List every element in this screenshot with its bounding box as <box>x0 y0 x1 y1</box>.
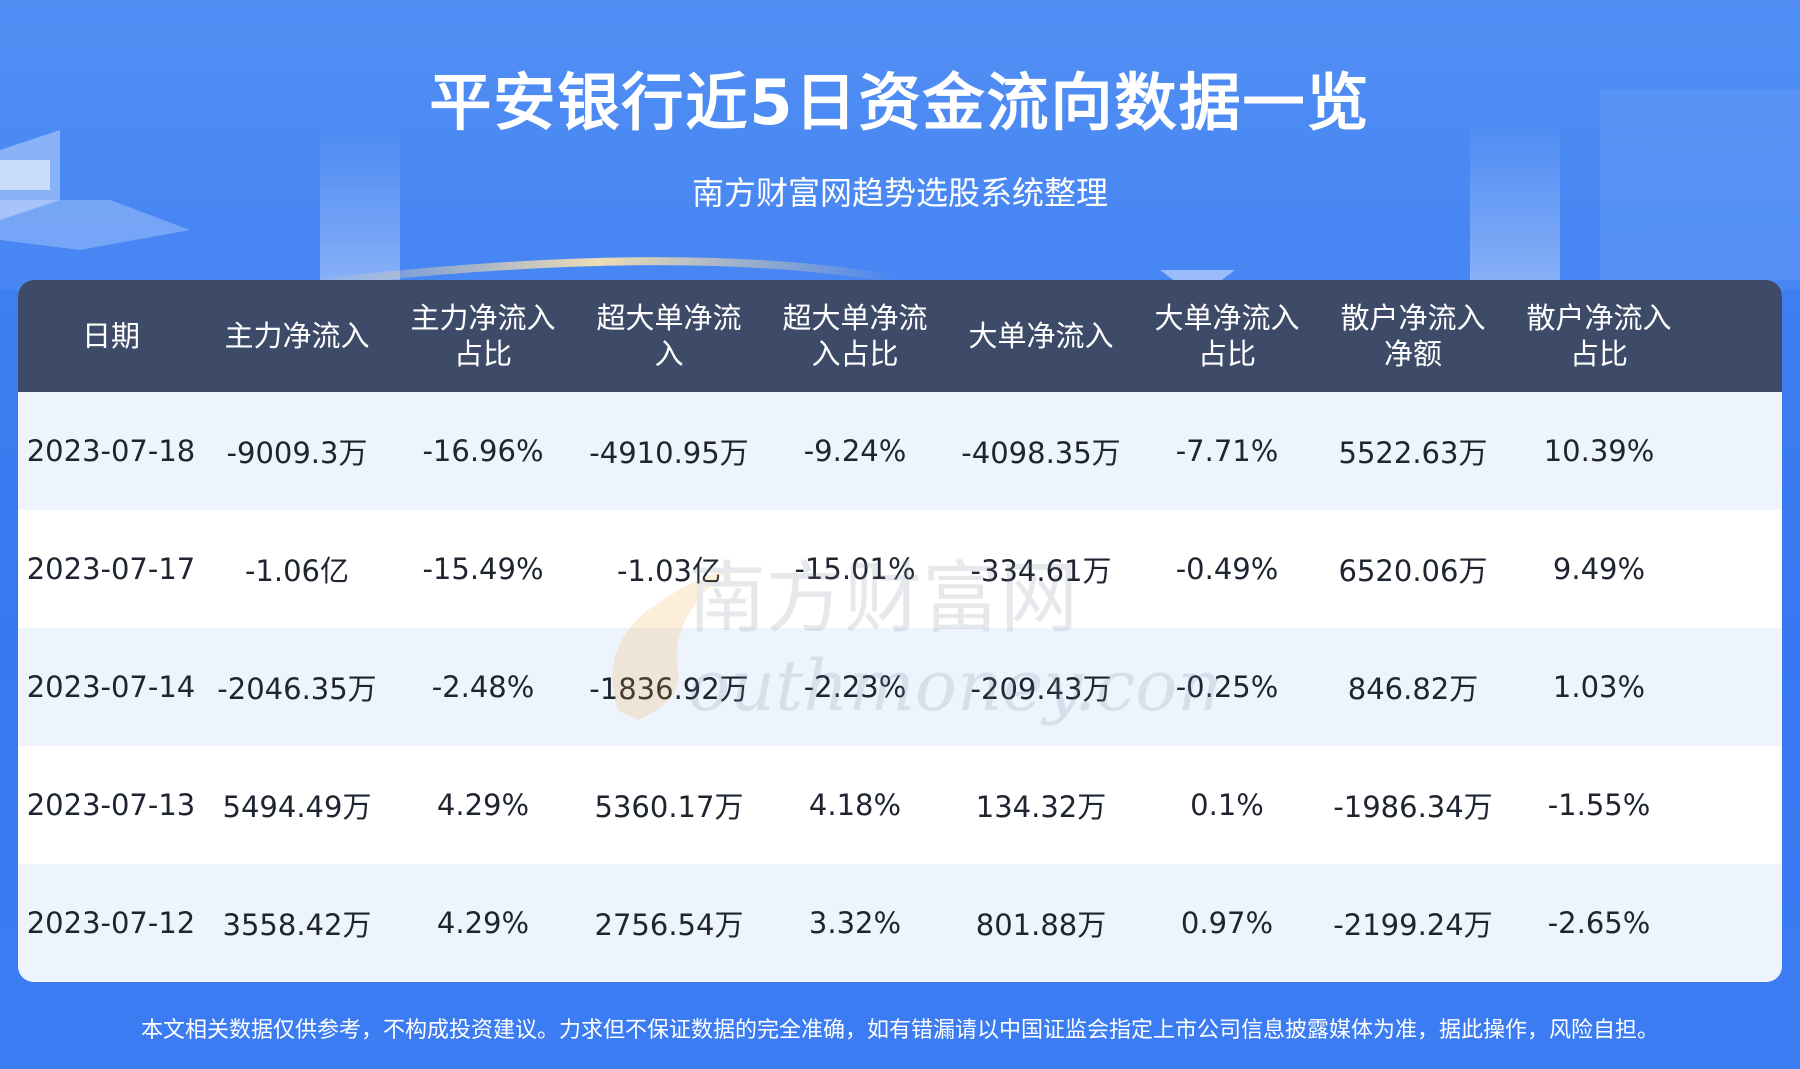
page-subtitle: 南方财富网趋势选股系统整理 <box>691 174 1108 212</box>
column-header-main-net-inflow-ratio: 主力净流入 占比 <box>410 301 556 371</box>
cell-main-net-inflow: -9009.3万 <box>226 436 368 470</box>
cell-date: 2023-07-12 <box>26 906 196 940</box>
cell-main-net-inflow-ratio: 4.29% <box>436 906 530 940</box>
cell-large-net-inflow-ratio: -7.71% <box>1175 434 1279 468</box>
cell-main-net-inflow-ratio: -2.48% <box>431 670 535 704</box>
cell-retail-net-inflow-amount: 846.82万 <box>1347 672 1479 706</box>
cell-super-large-net-inflow: -4910.95万 <box>589 436 749 470</box>
cell-super-large-net-inflow-ratio: 4.18% <box>808 788 902 822</box>
cell-large-net-inflow: -334.61万 <box>970 554 1112 588</box>
cell-large-net-inflow-ratio: -0.25% <box>1175 670 1279 704</box>
cell-main-net-inflow: 5494.49万 <box>222 790 372 824</box>
column-header-retail-net-inflow-amount: 散户净流入 净额 <box>1340 301 1486 371</box>
cell-super-large-net-inflow: 5360.17万 <box>594 790 744 824</box>
page-title: 平安银行近5日资金流向数据一览 <box>429 66 1371 139</box>
column-header-super-large-net-inflow: 超大单净流入 <box>596 301 742 371</box>
table-row: 2023-07-17 -1.06亿 -15.49% -1.03亿 -15.01% -334… <box>18 510 1782 628</box>
cell-retail-net-inflow-ratio: 9.49% <box>1552 552 1646 586</box>
table-row: 2023-07-13 5494.49万 4.29% 5360.17万 4.18% 134.… <box>18 746 1782 864</box>
table-header: 日期 主力净流入 主力净流入 占比 超大单净流入 超大单净流 入占比 大单净流入 大… <box>18 280 1782 392</box>
column-header-super-large-net-inflow-ratio: 超大单净流 入占比 <box>782 301 928 371</box>
cell-retail-net-inflow-ratio: -1.55% <box>1547 788 1651 822</box>
cell-retail-net-inflow-ratio: 10.39% <box>1543 434 1655 468</box>
cell-large-net-inflow: -4098.35万 <box>961 436 1121 470</box>
cell-main-net-inflow: -2046.35万 <box>217 672 377 706</box>
cell-retail-net-inflow-amount: 5522.63万 <box>1338 436 1488 470</box>
cell-date: 2023-07-18 <box>26 434 196 468</box>
table-row: 2023-07-14 -2046.35万 -2.48% -1836.92万 -2.23%… <box>18 628 1782 746</box>
cell-main-net-inflow-ratio: 4.29% <box>436 788 530 822</box>
disclaimer: 本文相关数据仅供参考，不构成投资建议。力求但不保证数据的完全准确，如有错漏请以中… <box>140 1018 1659 1043</box>
cell-super-large-net-inflow: 2756.54万 <box>594 908 744 942</box>
cell-retail-net-inflow-amount: -1986.34万 <box>1333 790 1493 824</box>
cell-main-net-inflow-ratio: -15.49% <box>422 552 544 586</box>
column-header-main-net-inflow: 主力净流入 <box>224 319 370 353</box>
cell-super-large-net-inflow: -1836.92万 <box>589 672 749 706</box>
cell-large-net-inflow: 801.88万 <box>975 908 1107 942</box>
cell-main-net-inflow-ratio: -16.96% <box>422 434 544 468</box>
cell-large-net-inflow-ratio: 0.97% <box>1180 906 1274 940</box>
cell-super-large-net-inflow-ratio: -2.23% <box>803 670 907 704</box>
cell-super-large-net-inflow: -1.03亿 <box>616 554 722 588</box>
cell-date: 2023-07-13 <box>26 788 196 822</box>
column-header-large-net-inflow-ratio: 大单净流入 占比 <box>1154 301 1300 371</box>
cell-super-large-net-inflow-ratio: -15.01% <box>794 552 916 586</box>
column-header-date: 日期 <box>81 319 140 353</box>
column-header-large-net-inflow: 大单净流入 <box>968 319 1114 353</box>
cell-large-net-inflow: 134.32万 <box>975 790 1107 824</box>
fund-flow-table: 日期 主力净流入 主力净流入 占比 超大单净流入 超大单净流 入占比 大单净流入 大… <box>18 280 1782 982</box>
cell-date: 2023-07-17 <box>26 552 196 586</box>
cell-super-large-net-inflow-ratio: -9.24% <box>803 434 907 468</box>
cell-date: 2023-07-14 <box>26 670 196 704</box>
cell-large-net-inflow-ratio: -0.49% <box>1175 552 1279 586</box>
background-decoration <box>0 0 1800 290</box>
cell-retail-net-inflow-amount: -2199.24万 <box>1333 908 1493 942</box>
cell-retail-net-inflow-amount: 6520.06万 <box>1338 554 1488 588</box>
cell-main-net-inflow: 3558.42万 <box>222 908 372 942</box>
cell-main-net-inflow: -1.06亿 <box>244 554 350 588</box>
cell-retail-net-inflow-ratio: -2.65% <box>1547 906 1651 940</box>
table-row: 2023-07-12 3558.42万 4.29% 2756.54万 3.32% 801.… <box>18 864 1782 982</box>
cell-retail-net-inflow-ratio: 1.03% <box>1552 670 1646 704</box>
cell-super-large-net-inflow-ratio: 3.32% <box>808 906 902 940</box>
table-row: 2023-07-18 -9009.3万 -16.96% -4910.95万 -9.24%… <box>18 392 1782 510</box>
cell-large-net-inflow-ratio: 0.1% <box>1190 788 1264 822</box>
cell-large-net-inflow: -209.43万 <box>970 672 1112 706</box>
column-header-retail-net-inflow-ratio: 散户净流入 占比 <box>1526 301 1672 371</box>
